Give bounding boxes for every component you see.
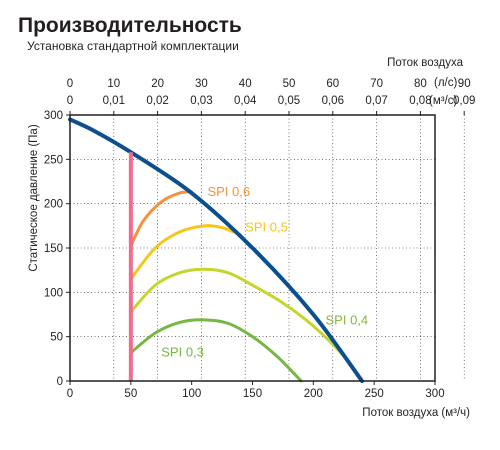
top-tick-label-ls: 30 bbox=[195, 78, 208, 90]
top-tick-label-m3s: 0,06 bbox=[322, 95, 344, 107]
plot-frame bbox=[69, 114, 436, 382]
top-tick-label-m3s: 0 bbox=[67, 95, 73, 107]
annotations: SPI 0,6 SPI 0,5 SPI 0,4 SPI 0,3 bbox=[161, 184, 368, 359]
spi-label: SPI 0,5 bbox=[245, 220, 288, 235]
chart-title: Производительность bbox=[18, 14, 242, 37]
top-tick-label-ls: 0 bbox=[67, 78, 73, 90]
spi-curve-line bbox=[129, 224, 242, 281]
top-axis-title: Поток воздуха bbox=[387, 57, 464, 69]
x-tick-label: 150 bbox=[243, 388, 262, 400]
spi-curve-line bbox=[129, 318, 303, 383]
y-axis-label: Статическое давление (Па) bbox=[28, 124, 40, 271]
top-tick-label-ls: 60 bbox=[326, 78, 339, 90]
x-tick-label: 50 bbox=[124, 388, 137, 400]
y-tick-label: 100 bbox=[44, 287, 63, 299]
x-tick-label: 200 bbox=[304, 388, 323, 400]
y-tick-label: 300 bbox=[44, 110, 63, 122]
spi-curve-line bbox=[129, 190, 194, 248]
top-tick-label-m3s: 0,05 bbox=[278, 95, 300, 107]
y-tick-label: 0 bbox=[57, 376, 63, 388]
y-tick-label: 150 bbox=[44, 243, 63, 255]
top-tick-label-ls: 90 bbox=[458, 78, 471, 90]
top-tick-label-ls: 70 bbox=[370, 78, 383, 90]
spi-curve-line bbox=[129, 267, 364, 383]
y-tick-label: 200 bbox=[44, 199, 63, 211]
top-tick-label-ls: 80 bbox=[414, 78, 427, 90]
top-axis-unit-ls: (л/с) bbox=[434, 77, 457, 89]
top-tick-label-m3s: 0,04 bbox=[234, 95, 257, 107]
x-axis-label: Поток воздуха (м³/ч) bbox=[362, 407, 470, 419]
series bbox=[68, 117, 364, 383]
spi-label: SPI 0,6 bbox=[207, 184, 250, 199]
x-tick-label: 0 bbox=[67, 388, 73, 400]
top-tick-label-m3s: 0,03 bbox=[190, 95, 212, 107]
x-tick-label: 250 bbox=[365, 388, 384, 400]
top-tick-label-m3s: 0,09 bbox=[453, 95, 475, 107]
x-tick-label: 300 bbox=[425, 388, 444, 400]
fan-curve-line bbox=[68, 117, 364, 383]
top-axis-unit-m3s: (м³/с) bbox=[429, 95, 458, 107]
chart-subtitle: Установка стандартной комплектации bbox=[27, 39, 239, 53]
ticks: 00100,01200,02300,03400,04500,05600,0670… bbox=[44, 78, 476, 400]
top-tick-label-ls: 40 bbox=[239, 78, 252, 90]
y-tick-label: 250 bbox=[44, 154, 63, 166]
top-tick-label-ls: 10 bbox=[107, 78, 120, 90]
top-tick-label-m3s: 0,07 bbox=[365, 95, 387, 107]
y-tick-label: 50 bbox=[50, 332, 63, 344]
spi-label: SPI 0,3 bbox=[161, 345, 204, 360]
top-tick-label-ls: 50 bbox=[283, 78, 296, 90]
top-tick-label-ls: 20 bbox=[151, 78, 164, 90]
top-tick-label-m3s: 0,02 bbox=[146, 95, 168, 107]
top-tick-label-m3s: 0,01 bbox=[103, 95, 125, 107]
top-tick-label-m3s: 0,08 bbox=[409, 95, 431, 107]
spi-label: SPI 0,4 bbox=[326, 313, 369, 328]
x-tick-label: 100 bbox=[182, 388, 201, 400]
